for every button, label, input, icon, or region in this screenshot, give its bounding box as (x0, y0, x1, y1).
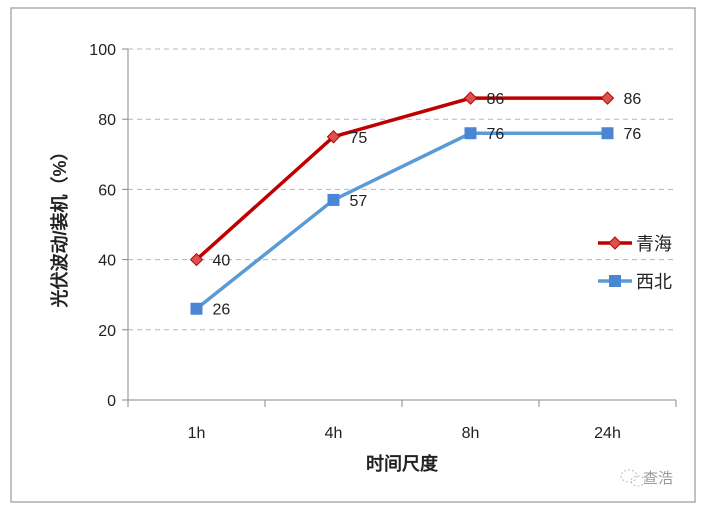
y-tick-label: 60 (98, 182, 116, 199)
data-point (609, 275, 621, 287)
x-tick-label: 1h (188, 425, 206, 442)
data-label: 75 (350, 130, 368, 147)
series-line (195, 131, 608, 311)
y-axis-label: 光伏波动/装机（%） (49, 142, 70, 308)
data-point (601, 127, 614, 140)
data-label: 86 (487, 91, 505, 108)
data-label: 26 (213, 302, 231, 319)
y-tick-label: 20 (98, 323, 116, 340)
watermark-text: 查浩 (643, 470, 673, 487)
x-tick-label: 4h (325, 425, 343, 442)
data-point (326, 130, 341, 144)
y-tick-label: 100 (89, 42, 116, 59)
data-point (464, 127, 477, 140)
data-point (608, 236, 622, 250)
x-tick-label: 24h (594, 425, 621, 442)
data-point (600, 91, 615, 105)
data-label: 76 (487, 126, 505, 143)
data-label: 86 (624, 91, 642, 108)
x-tick-label: 8h (462, 425, 480, 442)
data-point (190, 302, 203, 315)
data-label: 40 (213, 253, 231, 270)
legend-label: 青海 (636, 234, 672, 254)
data-label: 57 (350, 193, 368, 210)
data-point (463, 91, 478, 105)
watermark: 查浩 (620, 469, 673, 487)
y-tick-label: 0 (107, 393, 116, 410)
legend-label: 西北 (636, 272, 672, 292)
x-axis-label: 时间尺度 (366, 453, 439, 474)
wechat-icon (620, 469, 646, 487)
y-tick-label: 40 (98, 253, 116, 270)
data-label: 76 (624, 126, 642, 143)
chart-border (10, 7, 696, 503)
y-tick-label: 80 (98, 112, 116, 129)
data-point (189, 252, 204, 267)
data-point (327, 193, 340, 206)
series-line (195, 96, 608, 261)
